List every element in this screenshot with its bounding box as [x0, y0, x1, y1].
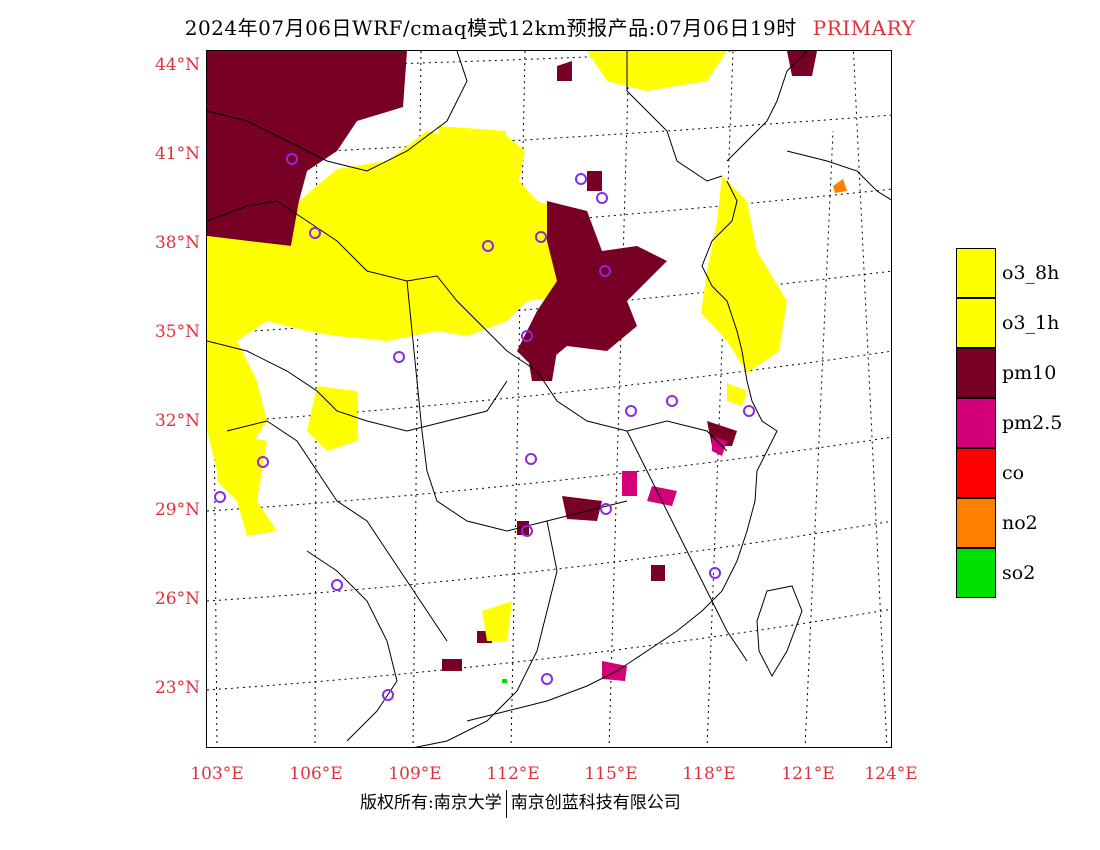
title-text: 2024年07月06日WRF/cmaq模式12km预报产品:07月06日19时 — [184, 16, 797, 40]
station-markers — [214, 153, 755, 701]
station-marker — [625, 405, 637, 417]
station-marker — [521, 330, 533, 342]
station-marker — [575, 173, 587, 185]
lat-label-35: 35°N — [154, 322, 200, 342]
lat-label-29: 29°N — [154, 500, 200, 520]
station-marker — [309, 227, 321, 239]
so2-spot — [502, 679, 507, 683]
lat-label-32: 32°N — [154, 411, 200, 431]
legend-label: pm10 — [1002, 362, 1057, 384]
pm10-north-china-plain — [517, 51, 817, 446]
station-marker — [482, 240, 494, 252]
lat-label-38: 38°N — [154, 233, 200, 253]
legend-swatch-o3-8h — [956, 248, 996, 298]
station-marker — [257, 456, 269, 468]
station-marker — [286, 153, 298, 165]
pm10-northwest-area — [207, 51, 407, 246]
legend-label: o3_1h — [1002, 312, 1060, 334]
map-panel — [206, 50, 892, 748]
station-marker — [541, 673, 553, 685]
station-marker — [599, 265, 611, 277]
coastline — [466, 180, 803, 722]
title-primary-tag: PRIMARY — [812, 16, 916, 40]
legend-label: no2 — [1002, 512, 1038, 534]
station-marker — [535, 231, 547, 243]
o3-guangxi-spots — [482, 601, 512, 641]
station-marker — [600, 503, 612, 515]
copyright-footer: 版权所有:南京大学 南京创蓝科技有限公司 — [360, 788, 681, 818]
copyright-separator — [505, 789, 507, 818]
lon-label-118: 118°E — [682, 764, 736, 784]
legend-label: pm2.5 — [1002, 412, 1063, 434]
station-marker — [521, 525, 533, 537]
station-marker — [525, 453, 537, 465]
lon-label-112: 112°E — [486, 764, 540, 784]
lat-label-23: 23°N — [154, 678, 200, 698]
pm25-hotspots — [602, 436, 727, 681]
legend-swatch-no2 — [956, 498, 996, 548]
legend-label: o3_8h — [1002, 262, 1060, 284]
legend-swatch-pm25 — [956, 398, 996, 448]
station-marker — [382, 689, 394, 701]
lat-label-26: 26°N — [154, 589, 200, 609]
o3-north-band — [207, 51, 727, 536]
lon-label-103: 103°E — [190, 764, 244, 784]
station-marker — [214, 491, 226, 503]
legend-swatch-so2 — [956, 548, 996, 598]
lat-label-41: 41°N — [154, 144, 200, 164]
station-marker — [743, 405, 755, 417]
map-svg — [207, 51, 891, 747]
copyright-left: 版权所有:南京大学 — [360, 793, 502, 813]
no2-spot — [833, 179, 847, 193]
station-marker — [709, 567, 721, 579]
lat-label-44: 44°N — [154, 55, 200, 75]
station-marker — [666, 395, 678, 407]
legend-swatch-o3-1h — [956, 298, 996, 348]
copyright-right: 南京创蓝科技有限公司 — [510, 793, 681, 813]
legend-swatch-pm10 — [956, 348, 996, 398]
station-marker — [331, 579, 343, 591]
lon-label-109: 109°E — [388, 764, 442, 784]
lon-label-115: 115°E — [584, 764, 638, 784]
legend-swatch-co — [956, 448, 996, 498]
province-boundaries — [207, 51, 891, 747]
station-marker — [393, 351, 405, 363]
lon-label-106: 106°E — [289, 764, 343, 784]
legend-label: co — [1002, 462, 1025, 484]
legend-label: so2 — [1002, 562, 1036, 584]
station-marker — [596, 192, 608, 204]
lon-label-121: 121°E — [781, 764, 835, 784]
lon-label-124: 124°E — [864, 764, 918, 784]
map-title: 2024年07月06日WRF/cmaq模式12km预报产品:07月06日19时 P… — [0, 12, 1100, 41]
o3-shandong-area — [701, 176, 787, 406]
